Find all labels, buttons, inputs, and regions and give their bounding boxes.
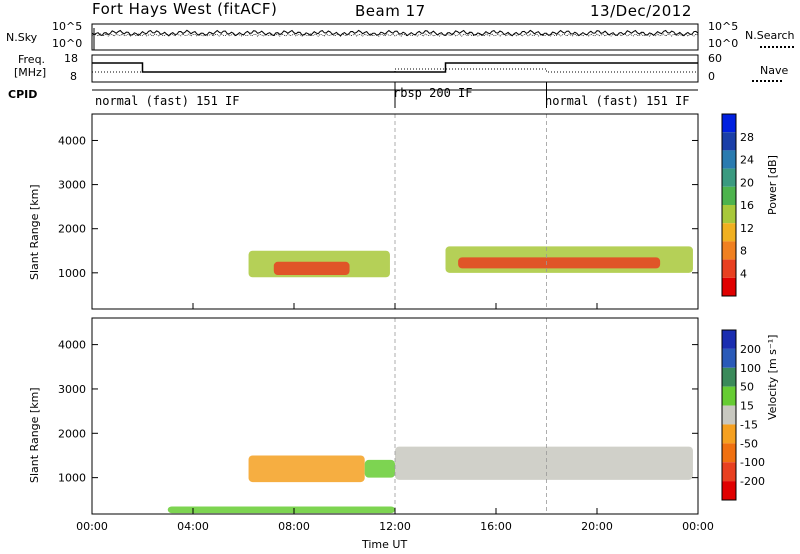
power-colorbar-tick-3: 16 (740, 199, 754, 212)
velocity-colorbar-tick-1: 100 (740, 362, 761, 375)
nsearch-tick-top: 10^5 (708, 20, 739, 33)
nsky-tick-bottom: 10^0 (52, 37, 83, 50)
velocity-colorbar-tick-6: -100 (740, 456, 765, 469)
xtick-label-5: 20:00 (581, 520, 613, 533)
cpid-mode-3: normal (fast) 151 IF (545, 94, 690, 108)
x-axis-label: Time UT (362, 538, 408, 551)
velocity-colorbar-seg-8 (722, 481, 736, 500)
power-colorbar-seg-9 (722, 277, 736, 296)
velocity-colorbar-seg-5 (722, 424, 736, 444)
power-ytick-label-2: 2000 (58, 223, 86, 236)
velocity-region-2 (395, 446, 693, 480)
nsearch-tick-bottom: 10^0 (708, 37, 739, 50)
station-title: Fort Hays West (fitACF) (92, 0, 278, 18)
freq-trace (92, 62, 698, 73)
nave-tick-bottom: 0 (708, 70, 715, 83)
velocity-region-0 (248, 455, 365, 483)
velocity-colorbar-tick-3: 15 (740, 400, 754, 413)
velocity-colorbar-seg-3 (722, 386, 736, 406)
nave-legend-line (752, 80, 782, 82)
power-colorbar-seg-6 (722, 223, 736, 242)
velocity-colorbar-tick-0: 200 (740, 343, 761, 356)
velocity-ytick-label-0: 4000 (58, 339, 86, 352)
velocity-colorbar-seg-4 (722, 405, 736, 425)
xtick-label-6: 00:00 (682, 520, 714, 533)
velocity-colorbar-seg-7 (722, 462, 736, 482)
nsky-tick-top: 10^5 (52, 20, 83, 33)
nsky-trace (91, 29, 699, 37)
power-colorbar-seg-0 (722, 114, 736, 133)
nsearch-legend-line (760, 46, 794, 48)
power-region-3 (458, 257, 661, 269)
power-colorbar-tick-2: 20 (740, 176, 754, 189)
date-title: 13/Dec/2012 (590, 2, 692, 20)
power-colorbar-tick-4: 12 (740, 222, 754, 235)
velocity-region-3 (167, 506, 395, 514)
cpid-label: CPID (8, 88, 38, 101)
xtick-label-4: 16:00 (480, 520, 512, 533)
nsky-label: N.Sky (6, 31, 38, 44)
power-colorbar-seg-3 (722, 168, 736, 187)
nave-trace (92, 68, 698, 73)
nave-tick-top: 60 (708, 52, 722, 65)
xtick-label-3: 12:00 (379, 520, 411, 533)
velocity-colorbar-seg-1 (722, 348, 736, 368)
velocity-region-1 (364, 459, 395, 478)
velocity-colorbar-frame (721, 329, 737, 501)
beam-title: Beam 17 (355, 2, 426, 20)
nave-label: Nave (760, 64, 789, 77)
xtick-label-2: 08:00 (278, 520, 310, 533)
xtick-label-1: 04:00 (177, 520, 209, 533)
velocity-colorbar-tick-5: -50 (740, 437, 758, 450)
velocity-ytick-label-3: 1000 (58, 472, 86, 485)
power-colorbar-seg-1 (722, 132, 736, 151)
power-colorbar-seg-2 (722, 150, 736, 169)
power-colorbar-frame (721, 113, 737, 297)
power-region-1 (273, 261, 350, 276)
freq-label: Freq. (18, 53, 46, 66)
nsearch-label: N.Search (745, 29, 795, 42)
velocity-colorbar-tick-2: 50 (740, 381, 754, 394)
nsearch-trace (91, 33, 699, 37)
velocity-ytick-label-2: 2000 (58, 427, 86, 440)
nsky-panel-frame (91, 23, 699, 51)
power-ytick-label-1: 3000 (58, 179, 86, 192)
cpid-mode-1: normal (fast) 151 IF (95, 94, 240, 108)
freq-tick-top: 18 (64, 52, 78, 65)
velocity-colorbar-tick-4: -15 (740, 418, 758, 431)
power-colorbar-tick-5: 8 (740, 245, 747, 258)
power-colorbar-tick-6: 4 (740, 267, 747, 280)
velocity-ytick-label-1: 3000 (58, 383, 86, 396)
power-colorbar-seg-4 (722, 186, 736, 205)
power-colorbar-seg-7 (722, 241, 736, 260)
velocity-colorbar-seg-2 (722, 367, 736, 387)
freq-unit-label: [MHz] (14, 66, 47, 79)
power-colorbar-tick-1: 24 (740, 154, 754, 167)
power-colorbar-tick-0: 28 (740, 131, 754, 144)
velocity-colorbar-seg-6 (722, 443, 736, 463)
xtick-label-0: 00:00 (76, 520, 108, 533)
power-colorbar-seg-8 (722, 259, 736, 278)
velocity-colorbar-tick-7: -200 (740, 475, 765, 488)
power-ytick-label-0: 4000 (58, 134, 86, 147)
power-ytick-label-3: 1000 (58, 267, 86, 280)
velocity-colorbar-seg-0 (722, 330, 736, 349)
freq-tick-bottom: 8 (70, 70, 77, 83)
power-colorbar-seg-5 (722, 205, 736, 224)
